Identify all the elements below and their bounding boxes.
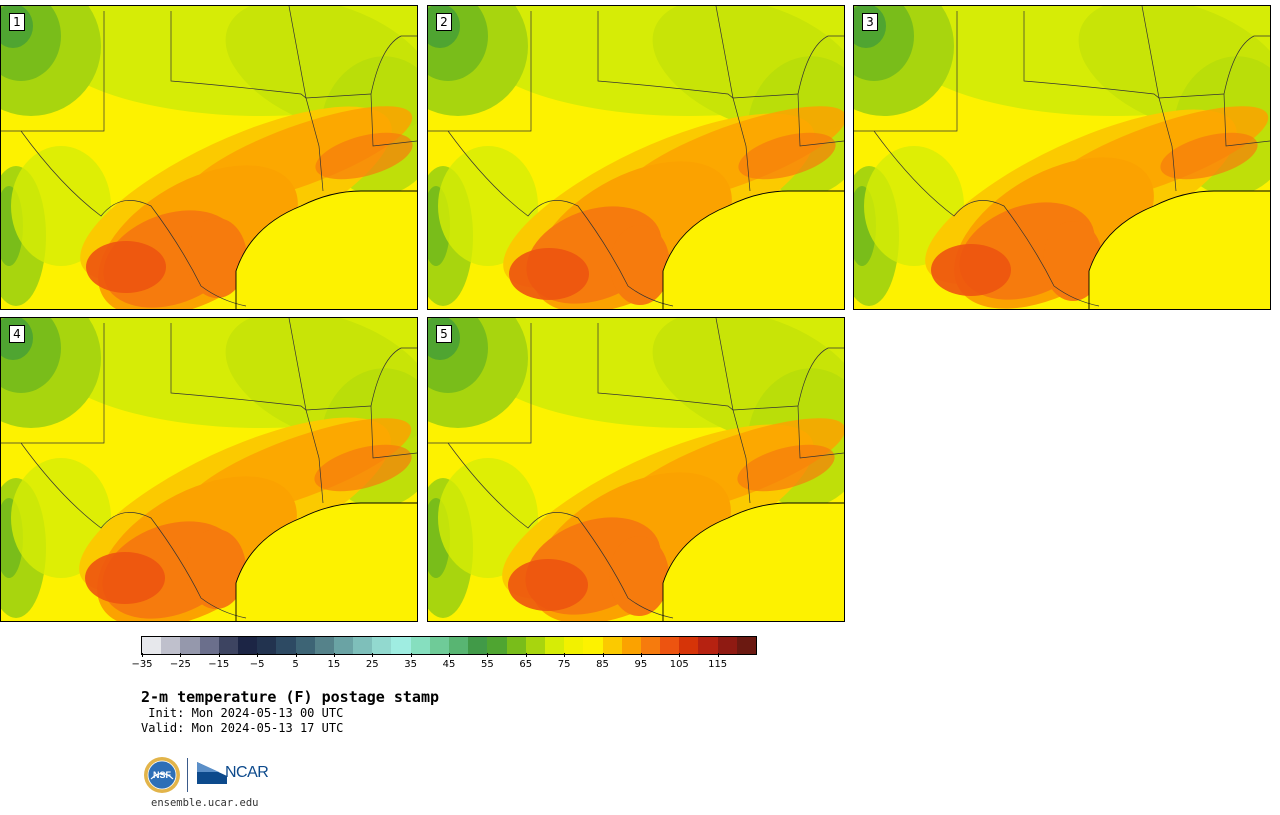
member-label-2: 2 (436, 13, 452, 31)
colorbar-swatch (295, 637, 315, 654)
colorbar-swatch (660, 637, 680, 654)
member-panel-1: 1 (0, 5, 418, 310)
colorbar-swatch (372, 637, 392, 654)
colorbar-tick (679, 653, 681, 657)
temperature-map-3 (854, 6, 1270, 309)
colorbar-swatch (314, 637, 334, 654)
colorbar-tick (180, 653, 182, 657)
valid-time: Valid: Mon 2024-05-13 17 UTC (141, 721, 344, 735)
ncar-logo-text: NCAR (225, 764, 269, 781)
temperature-map-1 (1, 6, 417, 309)
colorbar-swatch (199, 637, 219, 654)
colorbar-tick-label: 55 (481, 659, 494, 670)
colorbar-tick-label: −15 (208, 659, 230, 670)
colorbar-swatch (717, 637, 737, 654)
colorbar-swatch (583, 637, 603, 654)
member-label-4: 4 (9, 325, 25, 343)
temperature-map-5 (428, 318, 844, 621)
member-label-1: 1 (9, 13, 25, 31)
colorbar-tick (218, 653, 220, 657)
colorbar-swatch (276, 637, 296, 654)
site-link[interactable]: ensemble.ucar.edu (151, 797, 259, 809)
colorbar-tick-label: 95 (634, 659, 648, 670)
colorbar-swatch (468, 637, 488, 654)
colorbar-tick-label: 25 (365, 659, 379, 670)
colorbar-swatch (180, 637, 200, 654)
colorbar-tick-label: −5 (249, 659, 265, 670)
member-panel-2: 2 (427, 5, 845, 310)
colorbar-tick-label: 15 (327, 659, 341, 670)
colorbar-tick (525, 653, 527, 657)
colorbar-swatch (525, 637, 545, 654)
colorbar-swatch (142, 637, 162, 654)
logo-divider (187, 758, 188, 792)
svg-text:NSF: NSF (153, 770, 172, 780)
member-label-5: 5 (436, 325, 452, 343)
colorbar-tick (410, 653, 412, 657)
colorbar-swatch (487, 637, 507, 654)
ncar-logo-icon (197, 762, 227, 784)
colorbar-tick (640, 653, 642, 657)
colorbar-tick-label: −25 (169, 659, 191, 670)
colorbar-tick-label: 45 (442, 659, 456, 670)
colorbar-tick (564, 653, 566, 657)
colorbar-swatch (257, 637, 277, 654)
nsf-logo-icon: NSF (144, 757, 180, 793)
temperature-colorbar (141, 636, 757, 655)
colorbar-tick (295, 653, 297, 657)
colorbar-tick (449, 653, 450, 657)
colorbar-tick (487, 653, 489, 657)
colorbar-tick (372, 653, 374, 657)
colorbar-tick (257, 653, 259, 657)
member-panel-5: 5 (427, 317, 845, 622)
colorbar-tick (602, 653, 604, 657)
colorbar-swatch (333, 637, 354, 654)
colorbar-swatch (353, 637, 373, 654)
colorbar-tick-label: 35 (404, 659, 417, 670)
logo-block: NSF NCAR (143, 756, 283, 796)
colorbar-swatch (698, 637, 718, 654)
colorbar-swatch (602, 637, 622, 654)
colorbar-swatch (640, 637, 661, 654)
colorbar-swatch (679, 637, 699, 654)
member-panel-4: 4 (0, 317, 418, 622)
colorbar-tick-label: 105 (669, 659, 689, 670)
colorbar-swatch (429, 637, 449, 654)
colorbar-tick-label: 5 (292, 659, 299, 670)
colorbar-swatch (506, 637, 526, 654)
colorbar-tick (333, 653, 335, 657)
colorbar-swatch (564, 637, 584, 654)
colorbar-ticks: −35 −25 −15 −5 5 15 25 35 45 55 65 75 85 95 105 115 (131, 653, 757, 673)
colorbar-swatch (237, 637, 258, 654)
colorbar-tick-label: 85 (596, 659, 609, 670)
colorbar-swatch (218, 637, 238, 654)
colorbar-swatch (161, 637, 181, 654)
colorbar-tick-label: −35 (131, 659, 153, 670)
colorbar-tick (142, 653, 143, 657)
temperature-map-2 (428, 6, 844, 309)
member-label-3: 3 (862, 13, 878, 31)
colorbar-swatch (410, 637, 430, 654)
colorbar-swatch (736, 637, 756, 654)
colorbar-tick (717, 653, 719, 657)
init-time: Init: Mon 2024-05-13 00 UTC (141, 706, 344, 720)
plot-title: 2-m temperature (F) postage stamp (141, 688, 440, 706)
colorbar-tick-label: 75 (557, 659, 571, 670)
temperature-map-4 (1, 318, 417, 621)
colorbar-tick-label: 65 (519, 659, 533, 670)
colorbar-swatch (544, 637, 565, 654)
colorbar-swatch (621, 637, 641, 654)
colorbar-tick-label: 115 (708, 659, 728, 670)
member-panel-3: 3 (853, 5, 1271, 310)
colorbar-swatch (449, 637, 469, 654)
colorbar-swatch (391, 637, 411, 654)
